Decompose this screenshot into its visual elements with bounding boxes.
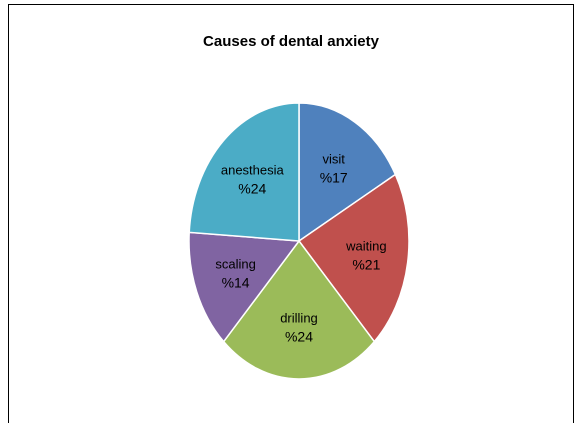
slice-label-anesthesia: anesthesia <box>221 163 285 178</box>
pie-slice-scaling <box>188 231 301 343</box>
slice-label-visit: visit <box>323 151 346 166</box>
slice-value-visit: %17 <box>320 169 348 185</box>
slice-value-drilling: %24 <box>285 329 313 345</box>
pie-chart: visit %17 waiting %21 drilling %24 scaling %14 a… <box>188 102 410 380</box>
pie-slice-waiting <box>297 173 410 343</box>
slice-value-anesthesia: %24 <box>238 181 266 197</box>
slice-label-waiting: waiting <box>345 238 386 253</box>
slice-label-drilling: drilling <box>280 311 318 326</box>
chart-frame: Causes of dental anxiety visit %17 waiting… <box>8 4 574 423</box>
slice-value-scaling: %14 <box>222 274 250 290</box>
chart-title: Causes of dental anxiety <box>203 33 379 50</box>
pie-slice-anesthesia <box>188 102 300 242</box>
pie-slice-visit <box>298 102 397 243</box>
pie-slice-drilling <box>222 239 376 380</box>
slice-value-waiting: %21 <box>352 256 380 272</box>
slice-label-scaling: scaling <box>215 256 255 271</box>
